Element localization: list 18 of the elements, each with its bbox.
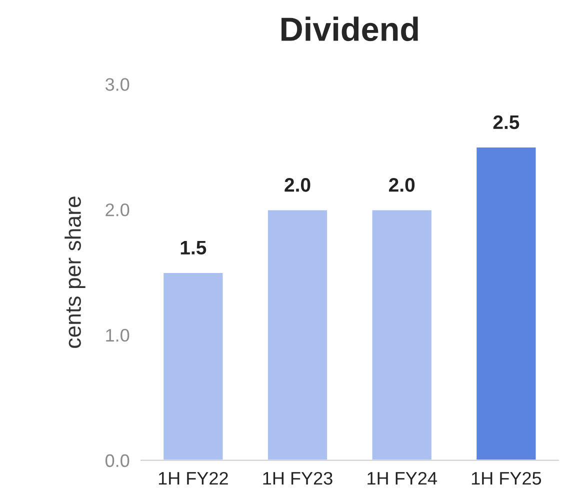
y-tick-label: 1.0 (106, 328, 130, 342)
x-tick-label: 1H FY24 (368, 472, 437, 485)
x-tick-label: 1H FY23 (263, 472, 332, 485)
y-tick-label: 3.0 (105, 78, 130, 91)
chart-title: Dividend (282, 16, 418, 42)
data-label: 1.5 (180, 240, 206, 255)
data-label: 2.0 (389, 178, 415, 192)
y-tick-label: 0.0 (105, 454, 130, 468)
x-tick-label: 1H FY25 (472, 472, 542, 485)
y-axis-title: cents per share (64, 196, 86, 348)
bar (370, 208, 433, 460)
y-tick-label: 2.0 (106, 203, 130, 216)
bar (162, 272, 224, 460)
bar (266, 208, 328, 460)
bar (475, 146, 538, 460)
data-label: 2.0 (284, 178, 310, 192)
data-label: 2.5 (493, 115, 520, 130)
x-tick-label: 1H FY22 (158, 472, 228, 485)
